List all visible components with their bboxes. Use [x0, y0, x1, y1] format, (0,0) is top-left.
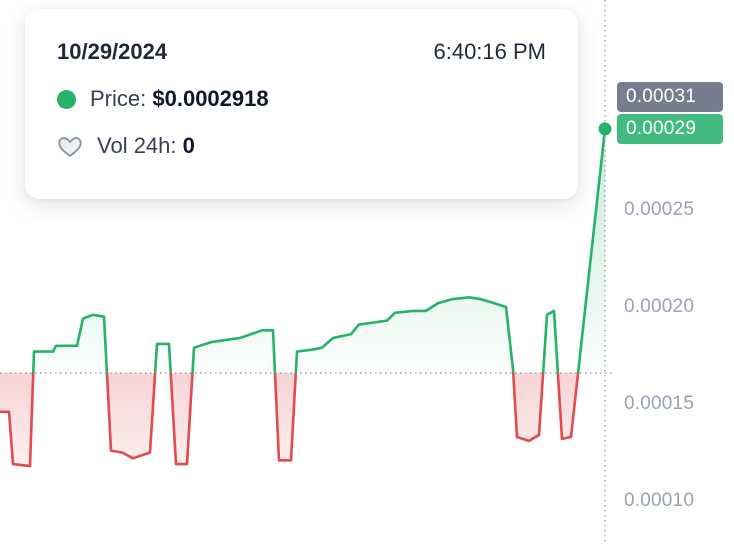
- axis-tick-label: 0.00025: [624, 199, 695, 220]
- tooltip-time: 6:40:16 PM: [433, 39, 546, 64]
- area-fill-above-baseline: [33, 128, 605, 373]
- volume-value: 0: [182, 133, 195, 158]
- current-price-dot: [598, 122, 612, 136]
- price-label: Price:: [90, 86, 147, 111]
- tooltip-price-text: Price: $0.0002918: [90, 86, 269, 112]
- tooltip-volume-row: Vol 24h: 0: [57, 133, 546, 159]
- tooltip-volume-text: Vol 24h: 0: [97, 133, 195, 159]
- price-series-dot-icon: [57, 89, 76, 109]
- volume-label: Vol 24h:: [97, 133, 177, 158]
- tooltip-date: 10/29/2024: [57, 39, 168, 64]
- heart-volume-icon: [57, 134, 83, 158]
- tooltip-price-row: Price: $0.0002918: [57, 86, 546, 112]
- axis-badge-current: 0.00029: [617, 114, 723, 144]
- axis-tick-label: 0.00020: [624, 296, 695, 317]
- axis-badge-alert: 0.00031: [617, 82, 723, 112]
- price-line-up-segment: [31, 127, 607, 373]
- price-line-down-segment: [0, 372, 580, 468]
- chart-tooltip: 10/29/2024 6:40:16 PM Price: $0.0002918 …: [25, 9, 578, 199]
- axis-tick-label: 0.00015: [624, 393, 695, 414]
- price-value: $0.0002918: [152, 86, 269, 111]
- axis-tick-label: 0.00010: [624, 490, 695, 511]
- tooltip-header: 10/29/2024 6:40:16 PM: [57, 39, 546, 65]
- area-fill-below-baseline: [0, 372, 605, 467]
